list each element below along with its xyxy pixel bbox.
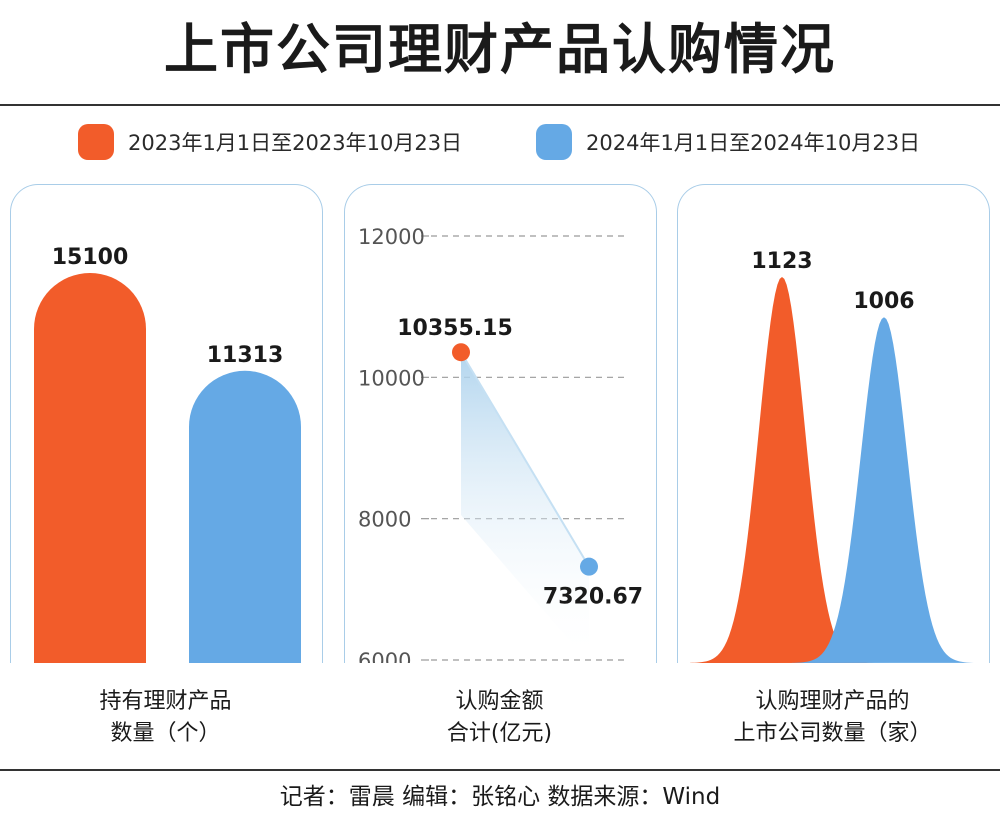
y-tick-label-2: 8000 <box>358 508 411 532</box>
legend-swatch-2023 <box>78 124 114 160</box>
caption-company-count: 认购理财产品的 上市公司数量（家） <box>677 686 988 750</box>
caption-company-count-line2: 上市公司数量（家） <box>733 721 932 746</box>
bar-chart: 15100 11313 <box>34 245 301 663</box>
y-tick-label-0: 12000 <box>358 225 425 249</box>
panel-company-count: 1123 1006 <box>677 184 990 663</box>
caption-product-count-line2: 数量（个） <box>110 721 221 746</box>
y-tick-label-3: 6000 <box>358 649 411 663</box>
peak-value-label-0: 1123 <box>751 249 812 274</box>
peak-value-label-1: 1006 <box>853 289 914 314</box>
caption-subscription-amount-line1: 认购金额 <box>455 689 544 714</box>
bar-value-label-1: 11313 <box>207 343 284 368</box>
legend-label-2024: 2024年1月1日至2024年10月23日 <box>586 131 921 155</box>
bar-value-label-0: 15100 <box>52 245 129 270</box>
legend-item-2023: 2023年1月1日至2023年10月23日 <box>78 122 462 162</box>
legend-item-2024: 2024年1月1日至2024年10月23日 <box>536 122 920 162</box>
line-point-0 <box>452 343 470 362</box>
caption-product-count: 持有理财产品 数量（个） <box>10 686 321 750</box>
peak-chart: 1123 1006 <box>690 249 976 663</box>
line-chart: 12000 10000 8000 6000 10355.15 7320.67 <box>358 225 643 663</box>
panel-subscription-amount: 12000 10000 8000 6000 10355.15 7320.67 <box>344 184 657 663</box>
y-tick-label-1: 10000 <box>358 366 425 390</box>
line-series <box>460 351 590 568</box>
panel-product-count: 15100 11313 <box>10 184 323 663</box>
caption-company-count-line1: 认购理财产品的 <box>755 689 910 714</box>
footer-credits: 记者：雷晨 编辑：张铭心 数据来源：Wind <box>279 784 721 810</box>
title-divider <box>0 104 1000 106</box>
line-area-fill <box>461 352 589 663</box>
peak-0 <box>690 277 874 663</box>
line-value-label-0: 10355.15 <box>397 316 513 341</box>
legend-swatch-2024 <box>536 124 572 160</box>
line-point-1 <box>580 557 598 576</box>
line-value-label-1: 7320.67 <box>543 585 643 610</box>
legend-label-2023: 2023年1月1日至2023年10月23日 <box>128 131 463 155</box>
page-title: 上市公司理财产品认购情况 <box>164 18 836 81</box>
footer-divider <box>0 769 1000 771</box>
peak-1 <box>792 317 976 663</box>
bar-0 <box>34 273 146 663</box>
caption-subscription-amount-line2: 合计(亿元) <box>446 721 553 746</box>
caption-subscription-amount: 认购金额 合计(亿元) <box>344 686 655 750</box>
caption-product-count-line1: 持有理财产品 <box>99 689 232 714</box>
bar-1 <box>189 370 301 663</box>
